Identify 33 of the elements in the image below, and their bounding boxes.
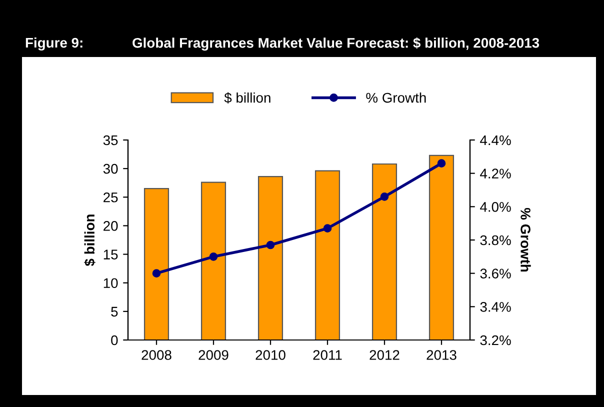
- y-axis-title: $ billion: [84, 214, 96, 266]
- y2-tick-label: 3.4%: [480, 302, 511, 312]
- y2-tick-label: 3.2%: [480, 335, 511, 346]
- point: [380, 192, 389, 201]
- y-tick-label: 35: [103, 135, 118, 146]
- y2-tick-label: 3.6%: [480, 268, 511, 279]
- legend-label: $ billion: [224, 92, 270, 104]
- y-tick-label: 30: [103, 164, 118, 174]
- x-tick-label: 2008: [142, 350, 172, 360]
- y2-tick-label: 4.2%: [480, 168, 511, 178]
- y2-tick-label: 3.8%: [480, 235, 511, 246]
- x-tick-label: 2013: [426, 350, 456, 360]
- x-tick-label: 2011: [313, 350, 342, 360]
- y-tick-label: 15: [104, 250, 118, 260]
- point: [209, 252, 218, 261]
- x-tick-label: 2012: [370, 350, 400, 360]
- point: [323, 224, 332, 232]
- x-tick-label: 2009: [198, 350, 228, 360]
- point: [152, 269, 161, 278]
- y2-axis-title: % Growth: [520, 208, 531, 272]
- point: [437, 159, 446, 168]
- y-tick-label: 25: [104, 192, 118, 202]
- y2-tick-label: 4.4%: [480, 135, 511, 146]
- point: [266, 240, 275, 250]
- y-tick-label: 20: [104, 221, 118, 231]
- legend-label: % Growth: [366, 92, 426, 103]
- y2-tick-label: 4.0%: [480, 202, 511, 212]
- x-tick-label: 2010: [256, 350, 286, 360]
- caption: Figure 9:: [26, 37, 82, 51]
- y-tick-label: 10: [104, 278, 118, 288]
- y-tick-label: 5: [111, 306, 118, 317]
- y-tick-label: 0: [111, 335, 118, 346]
- chart-title: Global Fragrances Market Value Forecast: $ billion, 2008-2013: [132, 37, 540, 51]
